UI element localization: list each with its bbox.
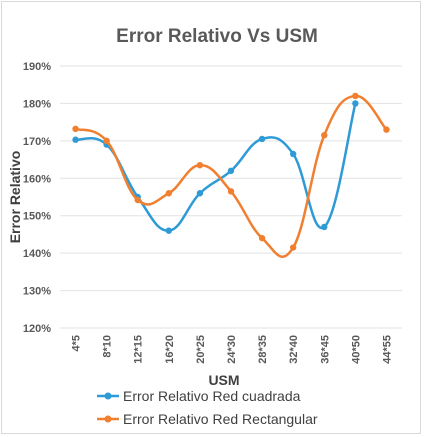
data-point xyxy=(134,196,141,204)
legend-item-series-1: Error Relativo Red Rectangular xyxy=(97,411,318,427)
y-tick-label: 150% xyxy=(23,211,51,223)
y-tick-labels: 120% 130% 140% 150% 160% 170% 180% 190% xyxy=(23,61,51,335)
chart-title: Error Relativo Vs USM xyxy=(116,26,318,47)
legend: Error Relativo Red cuadrada Error Relati… xyxy=(97,388,318,427)
data-point xyxy=(383,126,390,133)
data-point xyxy=(165,190,173,197)
legend-label-series-0: Error Relativo Red cuadrada xyxy=(123,388,301,404)
x-tick-label: 20*25 xyxy=(195,335,207,364)
data-point xyxy=(103,137,110,145)
y-tick-label: 120% xyxy=(23,323,51,335)
series-line xyxy=(75,103,357,232)
y-tick-label: 190% xyxy=(23,61,51,73)
x-tick-label: 36*45 xyxy=(319,335,331,364)
x-tick-label: 12*15 xyxy=(133,335,145,364)
data-point xyxy=(352,92,359,100)
data-point xyxy=(227,188,235,195)
y-tick-label: 140% xyxy=(23,248,51,260)
x-tick-label: 28*35 xyxy=(257,335,269,364)
series-1 xyxy=(72,92,390,258)
legend-label-series-1: Error Relativo Red Rectangular xyxy=(123,411,318,427)
legend-item-series-0: Error Relativo Red cuadrada xyxy=(97,388,301,404)
legend-marker-series-1 xyxy=(104,415,112,423)
data-point xyxy=(196,161,204,169)
y-tick-label: 160% xyxy=(23,173,51,185)
x-tick-label: 32*40 xyxy=(288,335,300,364)
x-tick-label: 44*55 xyxy=(381,335,393,364)
data-point xyxy=(289,150,297,158)
y-tick-label: 180% xyxy=(23,98,51,110)
data-point xyxy=(258,135,266,143)
legend-marker-series-0 xyxy=(104,392,112,400)
x-tick-label: 24*30 xyxy=(226,335,238,364)
x-tick-label: 40*50 xyxy=(350,335,362,364)
x-tick-label: 8*10 xyxy=(102,335,114,358)
x-tick-label: 4*5 xyxy=(71,335,83,352)
grid xyxy=(60,65,402,329)
data-point xyxy=(165,227,173,234)
series xyxy=(72,92,390,258)
data-point xyxy=(352,100,359,107)
data-point xyxy=(321,132,328,139)
data-point xyxy=(258,234,266,242)
data-point xyxy=(321,223,328,231)
y-tick-label: 130% xyxy=(23,286,51,298)
data-point xyxy=(72,136,79,143)
data-point xyxy=(227,167,235,174)
data-point xyxy=(196,190,204,197)
x-tick-label: 16*20 xyxy=(164,335,176,364)
y-axis-label: Error Relativo xyxy=(7,151,23,244)
x-axis-label: USM xyxy=(208,372,239,388)
data-point xyxy=(289,244,297,251)
data-point xyxy=(72,125,79,133)
x-tick-labels: 4*5 8*10 12*15 16*20 20*25 24*30 28*35 32*40 36*… xyxy=(71,335,394,364)
y-tick-label: 170% xyxy=(23,136,51,148)
